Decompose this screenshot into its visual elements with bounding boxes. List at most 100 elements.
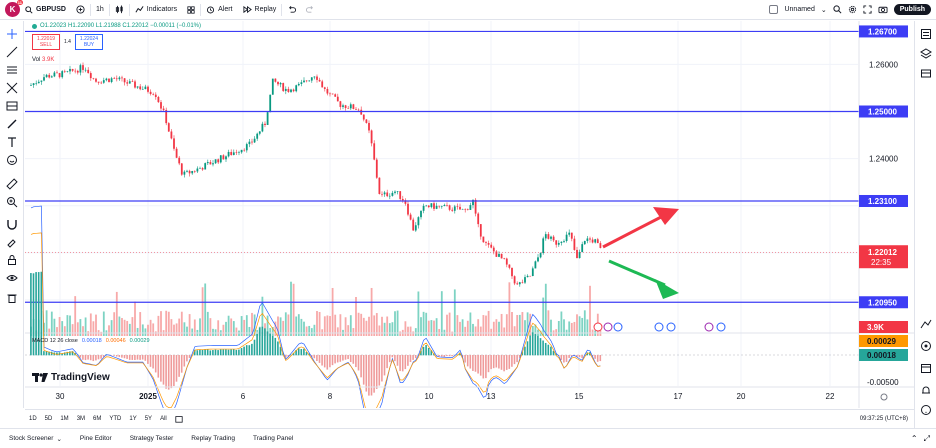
macd-histogram-bar: [173, 355, 175, 387]
candle-body: [136, 86, 139, 88]
user-avatar[interactable]: K 11: [5, 0, 23, 17]
volume-bar: [547, 310, 550, 336]
volume-bar: [469, 312, 472, 336]
range-button-1m[interactable]: 1M: [60, 415, 69, 422]
quick-search-icon[interactable]: [833, 5, 842, 14]
lock-icon[interactable]: [6, 253, 18, 265]
volume-bar: [251, 312, 253, 336]
range-button-3m[interactable]: 3M: [76, 415, 86, 422]
volume-bar: [409, 326, 412, 336]
candle-body: [188, 170, 191, 174]
pitchfork-icon[interactable]: [6, 81, 18, 94]
range-button-5y[interactable]: 5Y: [144, 415, 153, 422]
candle-body: [178, 157, 181, 164]
target-icon[interactable]: [920, 339, 932, 351]
symbol-name: GBPUSD: [36, 6, 66, 13]
ruler-icon[interactable]: [6, 177, 18, 190]
symbol-search-button[interactable]: GBPUSD: [20, 0, 71, 20]
redo-button[interactable]: [301, 0, 320, 20]
layers-icon[interactable]: [920, 47, 932, 59]
watchlist-icon[interactable]: [920, 27, 932, 39]
range-button-1d[interactable]: 1D: [29, 415, 37, 422]
macd-histogram-bar: [474, 355, 477, 372]
candle-body: [128, 81, 131, 84]
magnet-icon[interactable]: [6, 217, 18, 230]
candle-body: [375, 159, 378, 178]
replay-button[interactable]: Replay: [238, 0, 282, 20]
range-calendar-icon[interactable]: [175, 415, 183, 423]
chevron-down-icon[interactable]: ⌄: [820, 6, 827, 14]
undo-button[interactable]: [282, 0, 301, 20]
candle-body: [316, 76, 318, 80]
candle-body: [235, 152, 238, 153]
volume-bar: [334, 314, 337, 336]
macd-histogram-bar: [102, 355, 105, 358]
crosshair-icon[interactable]: [6, 27, 18, 39]
lock-drawing-icon[interactable]: [6, 235, 18, 248]
interval-button[interactable]: 1h: [91, 0, 109, 20]
chevron-up-icon[interactable]: ⌃: [910, 433, 918, 443]
tradingview-logo[interactable]: TradingView: [32, 372, 110, 383]
horizontal-lines-icon[interactable]: [6, 63, 18, 75]
candle-body: [368, 122, 370, 131]
trash-icon[interactable]: [6, 291, 18, 303]
tab-pine-editor[interactable]: Pine Editor: [79, 435, 112, 442]
alert-button[interactable]: Alert: [201, 0, 237, 20]
layout-name[interactable]: Unnamed: [784, 6, 815, 13]
macd-histogram-bar: [131, 355, 134, 360]
range-button-6m[interactable]: 6M: [93, 415, 102, 422]
utc-clock[interactable]: 09:37:25 (UTC+8): [859, 415, 908, 422]
chart-pane-icon[interactable]: [920, 317, 932, 329]
eye-icon[interactable]: [6, 271, 18, 283]
indicators-button[interactable]: Indicators: [130, 0, 182, 20]
sell-button[interactable]: 1.22019 SELL: [32, 34, 60, 50]
brush-icon[interactable]: [6, 117, 18, 129]
range-button-5d[interactable]: 5D: [44, 415, 53, 422]
macd-histogram-bar: [440, 355, 443, 357]
macd-histogram-bar: [251, 343, 253, 356]
range-button-all[interactable]: All: [160, 415, 167, 422]
volume-bar: [370, 287, 373, 336]
range-button-1y[interactable]: 1Y: [129, 415, 137, 422]
macd-histogram-bar: [365, 355, 368, 392]
buy-button[interactable]: 1.22024 BUY: [74, 34, 103, 50]
macd-histogram-bar: [178, 355, 180, 377]
volume-bar: [524, 320, 526, 336]
templates-button[interactable]: [182, 0, 200, 20]
trend-line-icon[interactable]: [6, 45, 18, 58]
maximize-icon[interactable]: ⤢: [923, 433, 930, 443]
candle-body: [56, 72, 58, 74]
range-button-ytd[interactable]: YTD: [109, 415, 122, 422]
candle-body: [87, 69, 90, 74]
price-chart[interactable]: 1.260001.240001.220001.210001.267001.250…: [25, 21, 914, 408]
chevron-down-icon[interactable]: ⌄: [56, 435, 62, 443]
ideas-icon[interactable]: [920, 67, 932, 79]
macd-histogram-bar: [352, 355, 355, 364]
tab-stock-screener[interactable]: Stock Screener ⌄: [9, 435, 62, 443]
tab-replay-trading[interactable]: Replay Trading: [191, 435, 236, 442]
tab-trading-panel[interactable]: Trading Panel: [253, 435, 294, 442]
publish-button[interactable]: Publish: [893, 4, 931, 15]
volume-bar: [466, 320, 469, 336]
panel-controls: ⌃ ⤢: [911, 434, 936, 444]
candle-body: [180, 163, 183, 175]
notifications-icon[interactable]: [920, 383, 932, 395]
compare-symbol-button[interactable]: [71, 0, 90, 20]
pattern-icon[interactable]: [6, 99, 18, 111]
camera-icon[interactable]: [878, 5, 888, 14]
text-icon[interactable]: [6, 135, 18, 147]
candle-body: [422, 205, 425, 211]
fullscreen-icon[interactable]: [863, 5, 872, 14]
settings-gear-icon[interactable]: [848, 5, 857, 14]
zoom-in-icon[interactable]: [6, 195, 18, 208]
macd-histogram-bar: [396, 355, 399, 366]
layout-checkbox[interactable]: [769, 5, 779, 14]
calendar-icon[interactable]: [920, 361, 932, 373]
tab-strategy-tester[interactable]: Strategy Tester: [129, 435, 174, 442]
chart-type-button[interactable]: [110, 0, 129, 20]
volume-bar: [126, 320, 129, 336]
candle-body: [565, 234, 568, 242]
help-icon[interactable]: [920, 403, 932, 415]
smiley-icon[interactable]: [6, 153, 18, 165]
candle-body: [349, 104, 352, 109]
